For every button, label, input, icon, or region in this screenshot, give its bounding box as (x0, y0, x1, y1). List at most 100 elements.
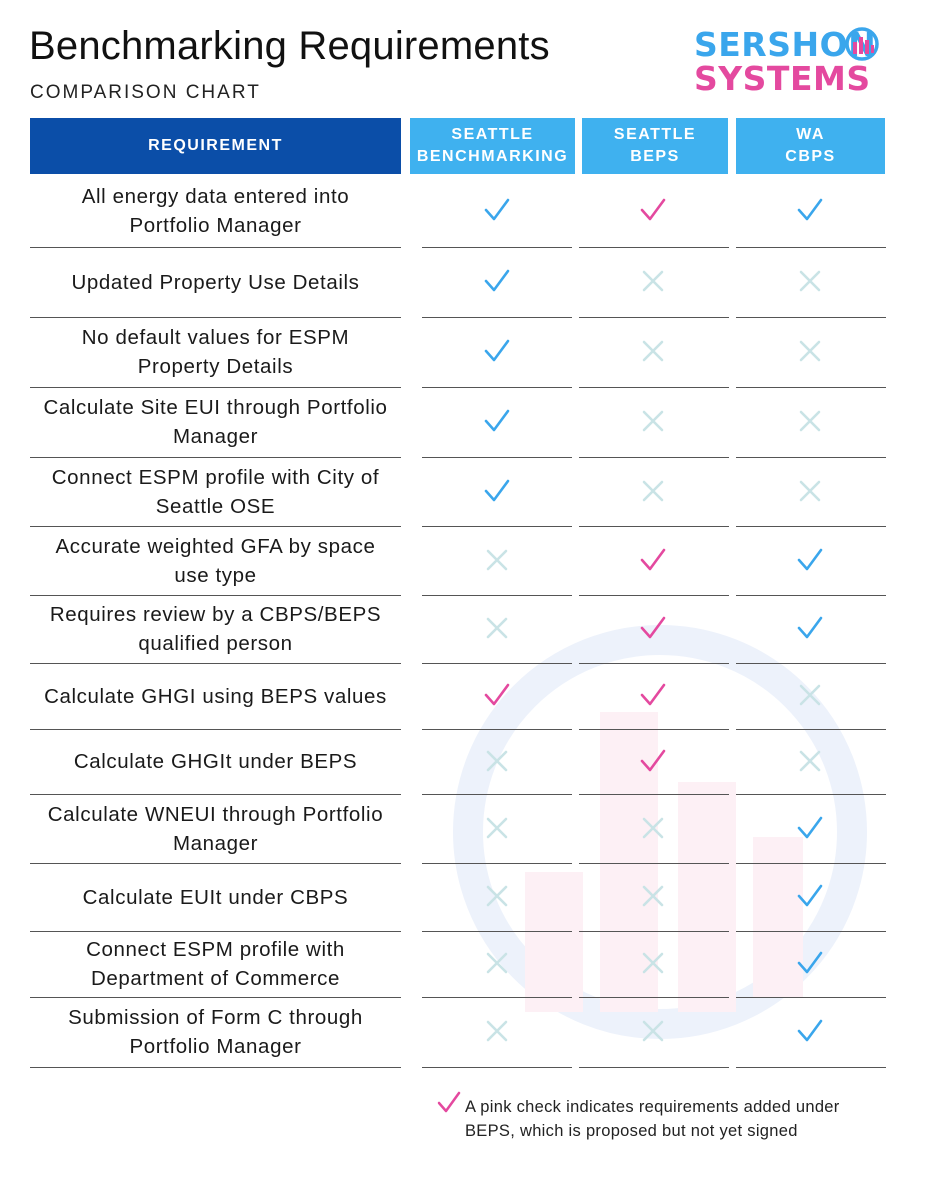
column-header-seattle-benchmarking: SEATTLE BENCHMARKING (410, 118, 575, 174)
cell-divider (736, 247, 886, 248)
cell-divider (422, 663, 572, 664)
status-cell (790, 261, 830, 301)
status-cell (633, 943, 673, 983)
legend-note-line2: BEPS, which is proposed but not yet sign… (465, 1122, 798, 1140)
row-divider (30, 595, 401, 596)
status-cell (477, 608, 517, 648)
cell-divider (579, 794, 729, 795)
requirement-label-line2: Portfolio Manager (129, 214, 302, 237)
cross-icon (799, 480, 821, 501)
pink-check-icon (640, 749, 666, 771)
cross-icon (486, 750, 508, 771)
cross-icon (486, 885, 508, 907)
row-divider (30, 931, 401, 932)
cell-divider (579, 457, 729, 458)
cross-icon (642, 270, 664, 292)
cross-icon (486, 1020, 508, 1042)
pink-check-icon (640, 683, 666, 706)
table-row: Requires review by a CBPS/BEPS qualified … (0, 596, 931, 664)
cell-divider (579, 1067, 729, 1068)
cell-divider (736, 931, 886, 932)
legend-note: A pink check indicates requirements adde… (465, 1095, 840, 1143)
cross-icon (799, 340, 821, 362)
table-row: Connect ESPM profile with City of Seattle… (0, 458, 931, 527)
cell-divider (736, 997, 886, 998)
cell-divider (579, 997, 729, 998)
blue-check-icon (484, 198, 510, 221)
table-row: Calculate EUIt under CBPS (0, 864, 931, 932)
table-row: Submission of Form C through Portfolio Ma… (0, 998, 931, 1068)
pink-check-icon (484, 683, 510, 706)
blue-check-icon (797, 198, 823, 221)
cell-divider (422, 729, 572, 730)
requirement-label-line1: No default values for ESPM (81, 326, 350, 349)
blue-check-icon (484, 479, 510, 501)
requirement-label-line2: use type (174, 563, 257, 587)
status-cell (790, 471, 830, 511)
cell-divider (736, 526, 886, 527)
cell-divider (422, 317, 572, 318)
column-header-wa-cbps: WA CBPS (736, 118, 885, 174)
requirement-label-line1: Requires review by a CBPS/BEPS (49, 603, 382, 626)
cross-icon (486, 817, 508, 838)
cell-divider (579, 663, 729, 664)
status-cell (790, 943, 830, 983)
requirement-label-line1: Calculate WNEUI through Portfolio (47, 802, 384, 826)
cell-divider (736, 457, 886, 458)
table-row: No default values for ESPM Property Detai… (0, 318, 931, 388)
requirement-label-line1: All energy data entered into (81, 185, 350, 208)
legend-note-line1: A pink check indicates requirements adde… (465, 1098, 840, 1116)
cell-divider (579, 595, 729, 596)
cell-divider (579, 526, 729, 527)
status-cell (477, 331, 517, 371)
cell-divider (422, 595, 572, 596)
requirement-label-line2: Manager (172, 425, 259, 448)
status-cell (790, 876, 830, 916)
status-cell (477, 741, 517, 781)
page-subtitle: COMPARISON CHART (30, 82, 261, 103)
cross-icon (642, 340, 664, 362)
row-divider (30, 663, 401, 664)
cell-divider (422, 457, 572, 458)
cross-icon (642, 817, 664, 838)
column-header-line1: WA (796, 126, 825, 143)
row-divider (30, 863, 401, 864)
status-cell (477, 471, 517, 511)
cell-divider (736, 595, 886, 596)
cross-icon (486, 617, 508, 639)
logo-line-2: SYSTEMS (694, 59, 871, 98)
requirement-label: Submission of Form C through Portfolio Ma… (30, 998, 401, 1066)
row-divider (30, 729, 401, 730)
row-divider (30, 526, 401, 527)
requirement-label-line1: Calculate GHGI using BEPS values (44, 684, 387, 708)
pink-check-icon (640, 616, 666, 639)
cell-divider (422, 1067, 572, 1068)
requirement-label: Updated Property Use Details (30, 248, 401, 316)
blue-check-icon (797, 616, 823, 639)
requirement-label-line1: Accurate weighted GFA by space (55, 534, 376, 558)
status-cell (477, 876, 517, 916)
status-cell (790, 190, 830, 230)
cell-divider (579, 387, 729, 388)
column-header-seattle-beps: SEATTLE BEPS (582, 118, 728, 174)
logo-chart-icon (845, 27, 879, 61)
requirement-label-line2: Seattle OSE (155, 494, 276, 518)
cross-icon (642, 480, 664, 501)
cell-divider (422, 387, 572, 388)
status-cell (790, 741, 830, 781)
requirement-label-line1: Connect ESPM profile with (86, 938, 345, 961)
cell-divider (579, 247, 729, 248)
requirement-label: Requires review by a CBPS/BEPS qualified … (30, 596, 401, 662)
cross-icon (642, 410, 664, 432)
cell-divider (422, 997, 572, 998)
requirement-label-line1: Calculate EUIt under CBPS (82, 885, 349, 909)
table-row: Calculate GHGI using BEPS values (0, 664, 931, 730)
status-cell (790, 331, 830, 371)
requirement-label-line2: Portfolio Manager (129, 1035, 302, 1058)
requirement-label-line2: Department of Commerce (90, 967, 340, 990)
cell-divider (579, 729, 729, 730)
blue-check-icon (484, 269, 510, 292)
status-cell (633, 401, 673, 441)
table-row: Calculate Site EUI through Portfolio Mana… (0, 388, 931, 458)
cell-divider (422, 931, 572, 932)
